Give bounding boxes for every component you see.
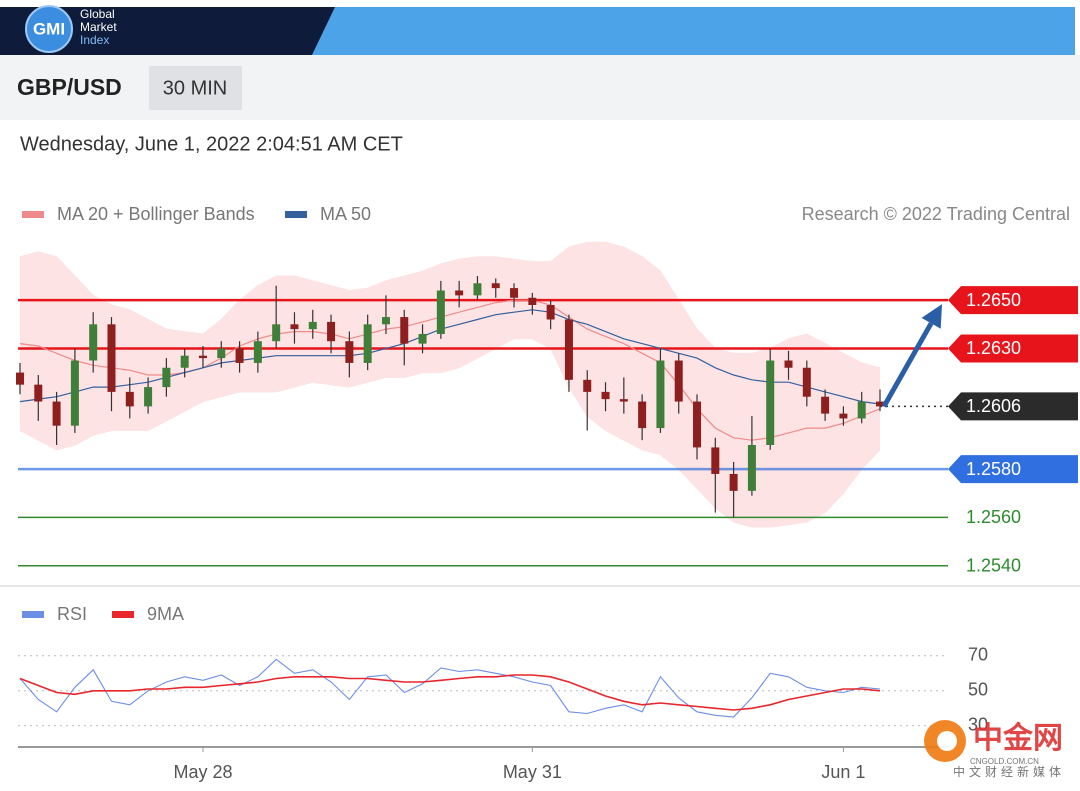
bollinger-upper <box>19 241 881 369</box>
candle-body <box>107 324 116 392</box>
level-tag <box>948 455 1078 484</box>
level-tag <box>948 334 1078 363</box>
candle-body <box>345 341 354 363</box>
candle-body <box>876 401 884 407</box>
candle-body <box>693 401 702 448</box>
level-label: 1.2560 <box>966 507 1021 527</box>
candle-body <box>638 401 647 429</box>
candle-body <box>747 445 756 491</box>
candle-body <box>711 447 720 474</box>
watermark-brand: 中金网 <box>973 721 1063 755</box>
level-label: 1.2606 <box>966 396 1021 416</box>
candle-body <box>491 283 500 289</box>
legend-label: RSI <box>57 604 87 624</box>
timeframe-button[interactable] <box>149 66 242 110</box>
candle-body <box>290 324 299 330</box>
candle-body <box>381 317 390 325</box>
brand-line: Index <box>80 33 109 47</box>
candle-body <box>528 297 537 305</box>
rsi-line <box>19 674 881 711</box>
x-tick-label: Jun 1 <box>821 762 865 782</box>
watermark: 中金网 CNGOLD.COM.CN 中文财经新媒体 <box>924 720 1065 779</box>
candle-body <box>436 290 445 334</box>
brand-line: Market <box>80 20 117 34</box>
candle-body <box>729 473 738 491</box>
candle-body <box>253 341 262 363</box>
bollinger-band <box>20 242 880 528</box>
projection-arrow <box>881 322 934 408</box>
y-tick-label: 70 <box>968 645 988 665</box>
legend-label: 9MA <box>147 604 184 624</box>
candle-body <box>272 324 281 342</box>
x-tick-label: May 31 <box>503 762 562 782</box>
candle-body <box>418 333 427 344</box>
candle-body <box>802 367 811 397</box>
y-tick-label: 30 <box>968 715 988 735</box>
watermark-logo-inner <box>937 731 957 751</box>
candle-body <box>34 384 43 402</box>
bollinger-lower <box>19 338 881 528</box>
candle-body <box>473 283 482 296</box>
x-tick-label: May 28 <box>173 762 232 782</box>
legend-swatch <box>22 611 44 618</box>
candle-body <box>510 288 519 298</box>
candle-body <box>16 372 24 385</box>
legend-label: MA 50 <box>320 204 371 224</box>
brand-line: Global <box>80 7 115 21</box>
candle-body <box>144 387 153 407</box>
projection-arrowhead <box>921 304 942 329</box>
candle-body <box>363 324 372 363</box>
candle-body <box>857 401 866 419</box>
candle-body <box>180 355 189 368</box>
logo-badge <box>25 5 73 53</box>
candle-body <box>198 355 207 359</box>
candle-body <box>217 348 226 359</box>
legend-swatch <box>285 211 307 218</box>
candle-body <box>308 321 317 330</box>
candle-body <box>327 321 336 342</box>
candle-body <box>546 305 555 320</box>
candle-body <box>601 391 610 400</box>
candle-body <box>784 360 793 368</box>
timestamp: Wednesday, June 1, 2022 2:04:51 AM CET <box>20 133 403 155</box>
candle-body <box>619 399 628 402</box>
plot: 1.2650 1.2630 1.2606 1.2580 1.2560 1.2540 May … <box>16 241 1078 782</box>
candle-body <box>455 290 464 296</box>
candle-body <box>52 401 61 426</box>
candle-body <box>89 324 98 361</box>
level-label: 1.2630 <box>966 338 1021 358</box>
symbol: GBP/USD <box>17 74 122 100</box>
level-tag <box>948 392 1078 421</box>
credit: Research © 2022 Trading Central <box>802 204 1070 224</box>
level-tag <box>948 286 1078 315</box>
y-tick-label: 50 <box>968 680 988 700</box>
legend-swatch <box>112 611 134 618</box>
candle-body <box>766 360 775 445</box>
legend-swatch <box>22 211 44 218</box>
candle-body <box>125 391 134 407</box>
candle-body <box>839 413 848 419</box>
candle-body <box>70 360 79 426</box>
candle-body <box>583 379 592 392</box>
candle-body <box>674 360 683 402</box>
watermark-domain: CNGOLD.COM.CN <box>970 757 1039 766</box>
rsi-line <box>19 658 881 718</box>
candle-body <box>821 396 830 414</box>
timeframe-label[interactable]: 30 MIN <box>163 77 227 99</box>
candle-body <box>235 348 244 363</box>
header-brand-panel <box>0 7 335 55</box>
candle-body <box>162 367 171 388</box>
level-label: 1.2540 <box>966 555 1021 575</box>
logo-text: GMI <box>33 19 65 38</box>
level-label: 1.2650 <box>966 290 1021 310</box>
candle-body <box>400 317 409 344</box>
candle-body <box>656 360 665 429</box>
legend-label: MA 20 + Bollinger Bands <box>57 204 255 224</box>
candle-body <box>564 319 573 380</box>
watermark-slogan: 中文财经新媒体 <box>953 764 1065 779</box>
level-label: 1.2580 <box>966 459 1021 479</box>
